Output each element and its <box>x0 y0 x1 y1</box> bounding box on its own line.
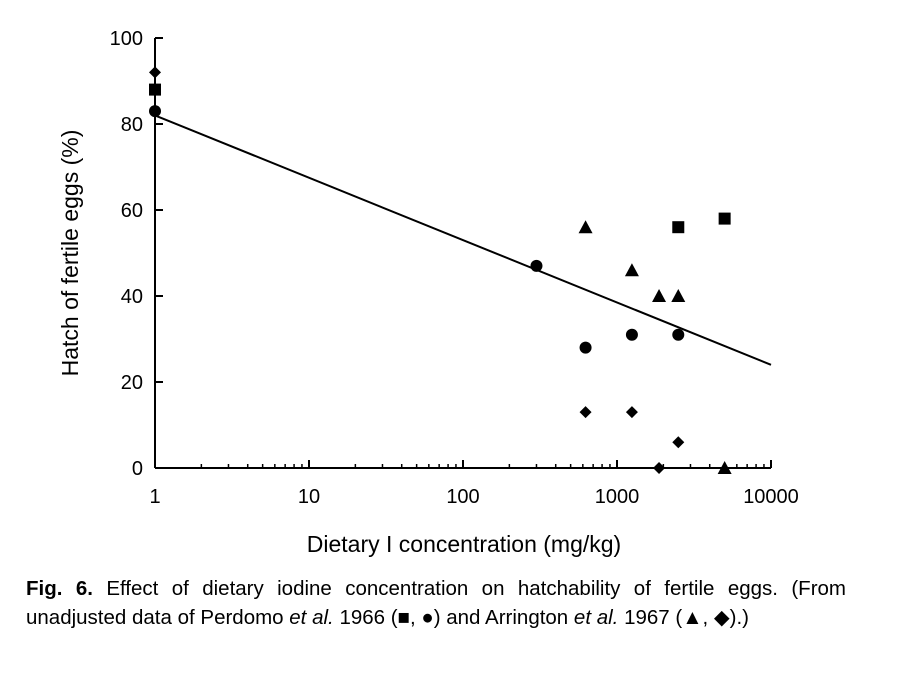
caption-text-line2-end: 1966 (■, ●) and <box>339 606 481 629</box>
y-tick-label: 20 <box>121 372 143 394</box>
triangle-point <box>717 461 732 474</box>
diamond-point <box>149 66 161 79</box>
circle-point <box>579 341 592 354</box>
circle-point <box>149 105 161 118</box>
y-tick-label: 100 <box>110 28 143 50</box>
square-point <box>718 212 731 225</box>
circle-point <box>530 259 543 272</box>
x-tick-label: 10000 <box>743 486 799 508</box>
x-tick-label: 1 <box>149 486 160 508</box>
caption-etal-2: et al. <box>573 606 619 629</box>
axes <box>154 38 771 469</box>
caption-text-line3-end: 1967 (▲, ◆).) <box>624 606 749 629</box>
y-tick-label: 80 <box>121 114 143 136</box>
diamond-point <box>672 436 685 449</box>
ticks: 1 10 100 1000 10000 0 20 40 60 80 100 <box>110 28 799 508</box>
x-tick-label: 10 <box>298 486 320 508</box>
triangle-point <box>578 220 593 234</box>
y-axis-title: Hatch of fertile eggs (%) <box>57 130 83 377</box>
caption-text-line1: Effect of dietary iodine concentration o… <box>106 577 715 600</box>
caption-etal-1: et al. <box>289 606 334 629</box>
y-tick-label: 40 <box>121 286 143 308</box>
diamond-point <box>653 462 666 474</box>
triangle-point <box>671 289 686 302</box>
circle-point <box>672 328 685 341</box>
data-points <box>149 66 732 474</box>
caption-text-line2: eggs. (From unadjusted data of Perdomo <box>26 577 846 629</box>
fit-line <box>154 114 772 366</box>
square-point <box>672 221 685 234</box>
square-point <box>149 83 161 96</box>
x-tick-label: 1000 <box>595 486 640 508</box>
caption-label: Fig. 6. <box>26 577 93 600</box>
figure-caption: Fig. 6. Effect of dietary iodine concent… <box>26 574 846 632</box>
triangle-point <box>652 289 667 302</box>
circle-point <box>625 328 638 341</box>
diamond-point <box>625 406 638 419</box>
diamond-point <box>579 406 592 419</box>
x-axis-title: Dietary I concentration (mg/kg) <box>307 531 621 557</box>
fit-line-group <box>154 114 772 366</box>
caption-text-line3: Arrington <box>485 606 569 629</box>
chart: 1 10 100 1000 10000 0 20 40 60 80 100 Dietary I co… <box>57 28 799 557</box>
triangle-point <box>624 263 639 277</box>
y-tick-label: 0 <box>132 458 143 480</box>
x-tick-label: 100 <box>446 486 479 508</box>
y-tick-label: 60 <box>121 200 143 222</box>
